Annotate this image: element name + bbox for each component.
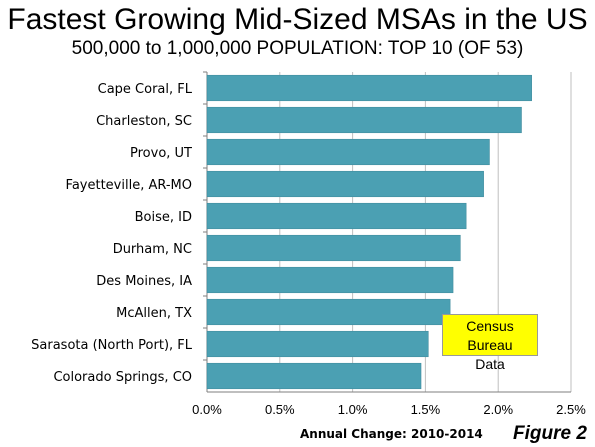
category-label: Durham, NC <box>113 242 192 257</box>
category-label: Charleston, SC <box>96 114 192 129</box>
source-note-line1: Census Bureau <box>466 318 514 353</box>
x-axis-label: Annual Change: 2010-2014 <box>300 427 483 441</box>
bar <box>206 74 532 102</box>
category-label: Sarasota (North Port), FL <box>31 338 193 353</box>
category-label: McAllen, TX <box>116 306 192 321</box>
source-note: Census Bureau Data <box>442 314 538 372</box>
bar <box>206 234 461 262</box>
figure-label: Figure 2 <box>513 423 587 444</box>
category-label: Boise, ID <box>135 210 192 225</box>
bar <box>206 362 422 390</box>
x-tick-label: 0.0% <box>192 402 222 417</box>
x-tick-label: 1.5% <box>411 402 441 417</box>
source-note-line2: Data <box>475 356 505 372</box>
bar <box>206 106 522 134</box>
chart-title: Fastest Growing Mid-Sized MSAs in the US <box>7 3 588 36</box>
category-label: Des Moines, IA <box>96 274 192 289</box>
bar <box>206 138 490 166</box>
bar <box>206 330 429 358</box>
x-tick-label: 0.5% <box>265 402 295 417</box>
x-tick-label: 1.0% <box>338 402 368 417</box>
x-tick-label: 2.5% <box>556 402 586 417</box>
category-label: Fayetteville, AR-MO <box>66 178 192 193</box>
bar <box>206 298 451 326</box>
category-label: Provo, UT <box>130 146 192 161</box>
bar <box>206 202 467 230</box>
chart-subtitle: 500,000 to 1,000,000 POPULATION: TOP 10 … <box>71 38 524 59</box>
bar <box>206 170 484 198</box>
category-label: Cape Coral, FL <box>98 82 193 97</box>
bar <box>206 266 454 294</box>
x-tick-label: 2.0% <box>483 402 513 417</box>
category-label: Colorado Springs, CO <box>53 370 192 385</box>
